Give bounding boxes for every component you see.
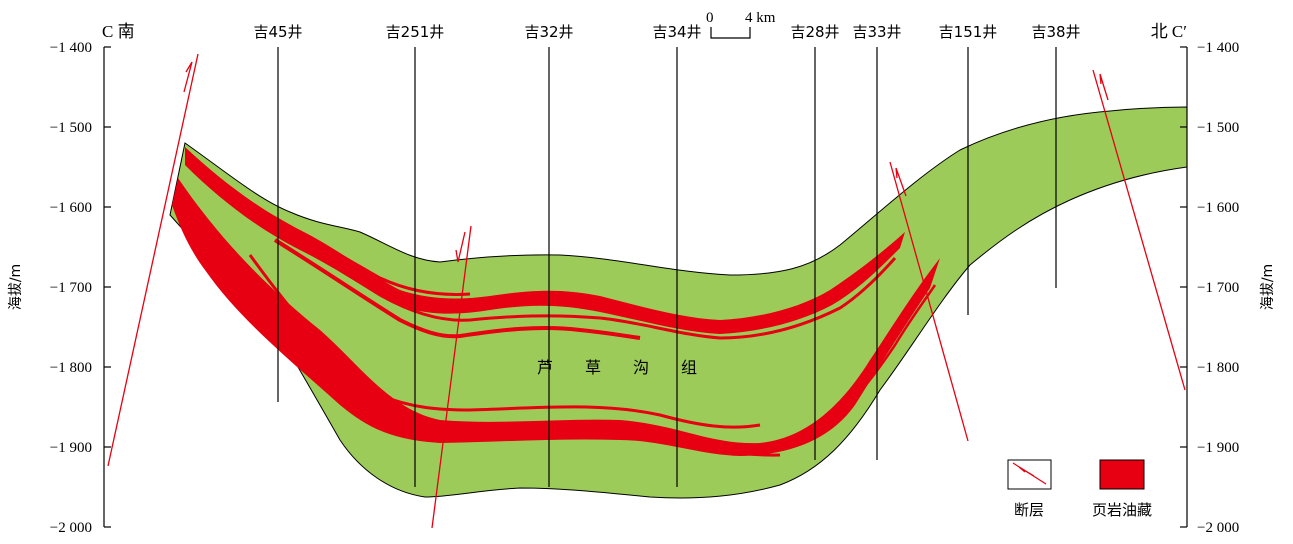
oil-layer-lower-main <box>172 178 940 456</box>
fault-arrow-3 <box>895 167 907 197</box>
left-tick-label: −1 400 <box>50 40 92 56</box>
oil-layer-lower-thin-3 <box>819 284 937 432</box>
scale-bar-end: 4 km <box>745 10 776 26</box>
fault-arrow-1 <box>183 61 193 93</box>
fault-arrow-2 <box>455 231 466 263</box>
right-tick-label: −1 400 <box>1197 40 1239 56</box>
well-label: 吉45井 <box>253 23 302 41</box>
fault-line-4 <box>1092 69 1186 391</box>
right-axis-title: 海拔/m <box>1260 264 1276 310</box>
right-axis: −1 400 −1 500 −1 600 −1 700 −1 800 −1 900 −2 0… <box>1180 40 1239 536</box>
scale-bar-start: 0 <box>706 10 714 26</box>
well-label: 吉32井 <box>524 23 573 41</box>
left-axis-title: 海拔/m <box>8 264 24 310</box>
right-tick-label: −1 600 <box>1197 200 1239 216</box>
fault-line-3 <box>889 161 969 442</box>
right-tick-label: −2 000 <box>1197 520 1239 536</box>
legend-oil-label: 页岩油藏 <box>1092 501 1152 519</box>
fault-lines <box>107 53 1186 529</box>
fault-line-2 <box>431 225 472 529</box>
oil-layer-upper-thin-1 <box>259 220 897 340</box>
legend-fault-label: 断层 <box>1014 501 1044 519</box>
right-tick-label: −1 700 <box>1197 280 1239 296</box>
left-tick-label: −1 900 <box>50 440 92 456</box>
right-tick-label: −1 900 <box>1197 440 1239 456</box>
left-tick-label: −1 800 <box>50 360 92 376</box>
well-label: 吉33井 <box>852 23 901 41</box>
well-lines <box>277 47 1057 487</box>
legend-fault-arrow <box>1018 466 1035 477</box>
left-tick-label: −1 700 <box>50 280 92 296</box>
shale-oil-layers <box>172 147 940 457</box>
left-tick-label: −2 000 <box>50 520 92 536</box>
left-tick-label: −1 500 <box>50 120 92 136</box>
legend-oil-swatch <box>1099 459 1145 490</box>
well-label: 吉251井 <box>386 23 445 41</box>
right-tick-label: −1 800 <box>1197 360 1239 376</box>
legend: 断层 页岩油藏 <box>1007 459 1152 519</box>
oil-layer-lower-thin-2 <box>248 254 761 429</box>
well-label: 吉34井 <box>652 23 701 41</box>
left-tick-label: −1 600 <box>50 200 92 216</box>
well-label: 吉28井 <box>790 23 839 41</box>
right-tick-label: −1 500 <box>1197 120 1239 136</box>
fault-arrow-4 <box>1099 73 1109 101</box>
well-label: 吉38井 <box>1031 23 1080 41</box>
fault-line-1 <box>107 53 199 467</box>
oil-layer-lower-thin-1 <box>233 267 781 457</box>
section-start-label: C 南 <box>102 22 135 41</box>
oil-layer-upper-thin-2 <box>273 238 641 340</box>
formation-label: 芦 草 沟 组 <box>537 358 697 377</box>
left-axis: −1 400 −1 500 −1 600 −1 700 −1 800 −1 900 −2 0… <box>50 40 111 536</box>
oil-layer-upper-main <box>185 147 905 334</box>
scale-bar-line <box>710 27 751 39</box>
well-label: 吉151井 <box>939 23 998 41</box>
scale-bar: 0 4 km <box>706 10 776 39</box>
section-end-label: 北 C′ <box>1151 22 1187 41</box>
lucaogou-formation-body <box>169 106 1188 499</box>
oil-layer-upper-thin-3 <box>264 210 471 296</box>
